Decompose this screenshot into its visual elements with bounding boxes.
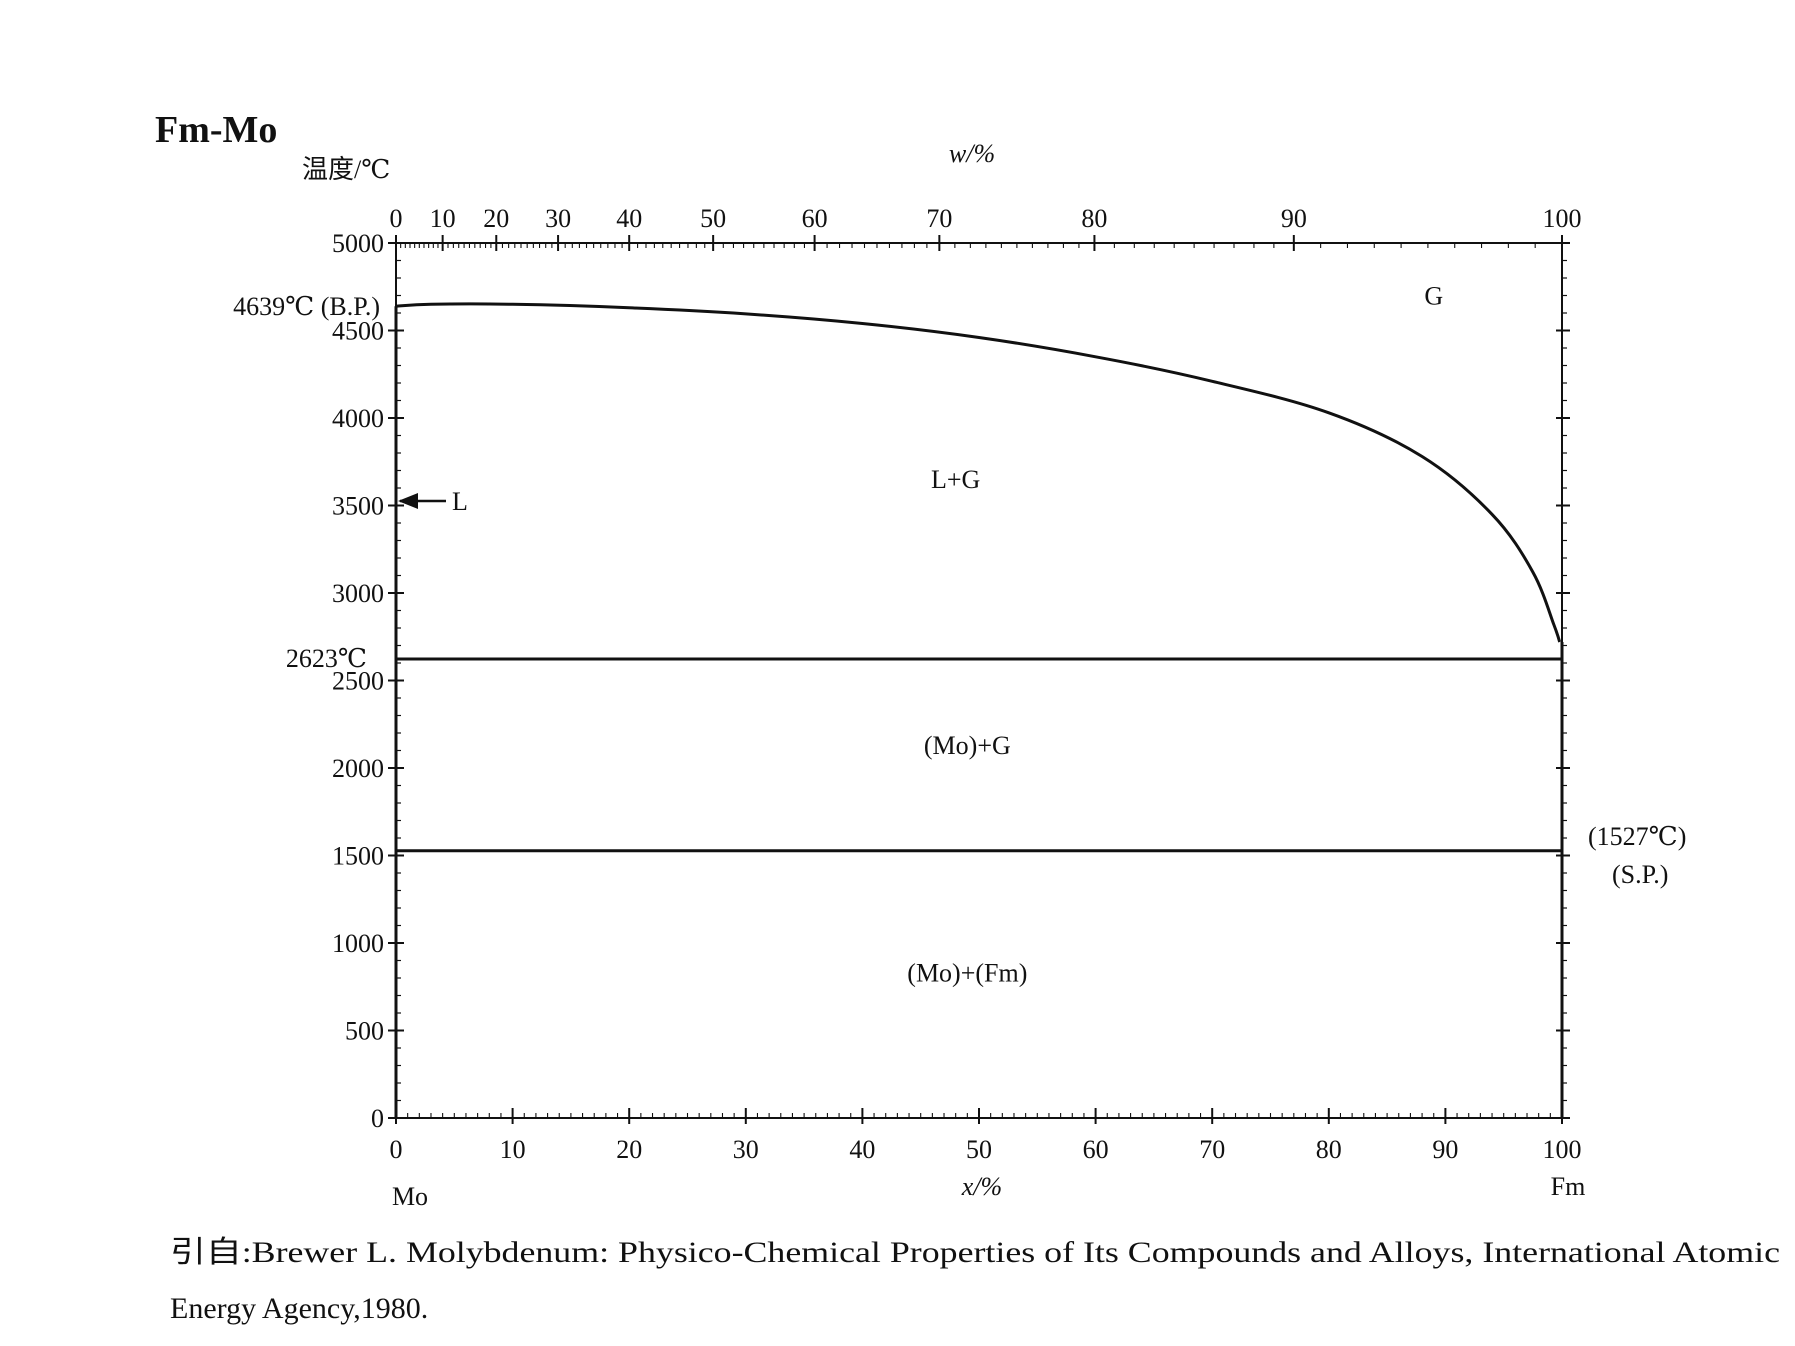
y-tick-label: 1500 (332, 842, 384, 871)
region-label: (Mo)+G (924, 731, 1011, 760)
top-tick-label: 20 (483, 204, 509, 233)
y-tick-label: 4000 (332, 404, 384, 433)
x-tick-label: 50 (966, 1135, 992, 1164)
chart-title: Fm-Mo (155, 109, 277, 151)
region-labels: G L+G (Mo)+G (Mo)+(Fm) (907, 281, 1443, 987)
top-tick-label: 100 (1543, 204, 1582, 233)
source-line-1: 引自:Brewer L. Molybdenum: Physico-Chemica… (170, 1236, 1780, 1269)
left-element-label: Mo (392, 1182, 428, 1211)
phase-boundaries (394, 302, 1564, 1118)
x-tick-label: 80 (1316, 1135, 1342, 1164)
sublimation-point-temp: (1527℃) (1588, 822, 1686, 851)
x-tick-label: 20 (616, 1135, 642, 1164)
top-tick-label: 70 (926, 204, 952, 233)
top-tick-label: 40 (616, 204, 642, 233)
eutectic-temp-label: 2623℃ (286, 644, 367, 673)
x-tick-label: 60 (1083, 1135, 1109, 1164)
y-tick-label: 3000 (332, 579, 384, 608)
liquid-arrow-label: L (452, 487, 468, 516)
y-tick-label: 3500 (332, 492, 384, 521)
region-label: G (1424, 281, 1443, 310)
bottom-axis-label: x/% (961, 1172, 1002, 1201)
y-tick-label: 5000 (332, 229, 384, 258)
top-tick-label: 10 (430, 204, 456, 233)
y-tick-label: 1000 (332, 929, 384, 958)
top-axis-label: w/% (949, 139, 995, 168)
top-tick-label: 90 (1281, 204, 1307, 233)
y-axis-label: 温度/℃ (302, 155, 390, 184)
x-tick-label: 40 (849, 1135, 875, 1164)
top-tick-label: 30 (545, 204, 571, 233)
sublimation-point-label: (S.P.) (1612, 860, 1668, 889)
curve-gas-boundary (395, 302, 1562, 643)
x-tick-label: 100 (1543, 1135, 1582, 1164)
region-label: (Mo)+(Fm) (907, 959, 1027, 988)
y-axis-ticks: 0 500 1000 1500 2000 2500 3000 3500 4000 4500 5000 (332, 229, 404, 1133)
y-tick-label: 500 (345, 1017, 384, 1046)
y-tick-label: 2500 (332, 667, 384, 696)
boiling-point-label: 4639℃ (B.P.) (233, 292, 380, 321)
top-tick-label: 80 (1081, 204, 1107, 233)
y-tick-label: 2000 (332, 754, 384, 783)
top-tick-label: 60 (802, 204, 828, 233)
x-axis-ticks: 0 10 20 30 40 50 60 70 80 90 100 (390, 1108, 1582, 1164)
arrow-icon (398, 493, 446, 509)
region-label: L+G (931, 465, 980, 494)
source-line-2: Energy Agency,1980. (170, 1292, 428, 1325)
x-tick-label: 30 (733, 1135, 759, 1164)
y-tick-label: 4500 (332, 317, 384, 346)
top-tick-label: 0 (390, 204, 403, 233)
top-axis-ticks: 0 10 20 30 40 50 60 70 80 90 100 (390, 204, 1582, 251)
y-tick-label: 0 (371, 1104, 384, 1133)
top-tick-label: 50 (700, 204, 726, 233)
x-tick-label: 70 (1199, 1135, 1225, 1164)
x-tick-label: 90 (1432, 1135, 1458, 1164)
x-tick-label: 10 (500, 1135, 526, 1164)
annotations: 4639℃ (B.P.) 2623℃ L (1527℃) (S.P.) (233, 292, 1686, 889)
x-tick-label: 0 (390, 1135, 403, 1164)
right-element-label: Fm (1551, 1172, 1586, 1201)
